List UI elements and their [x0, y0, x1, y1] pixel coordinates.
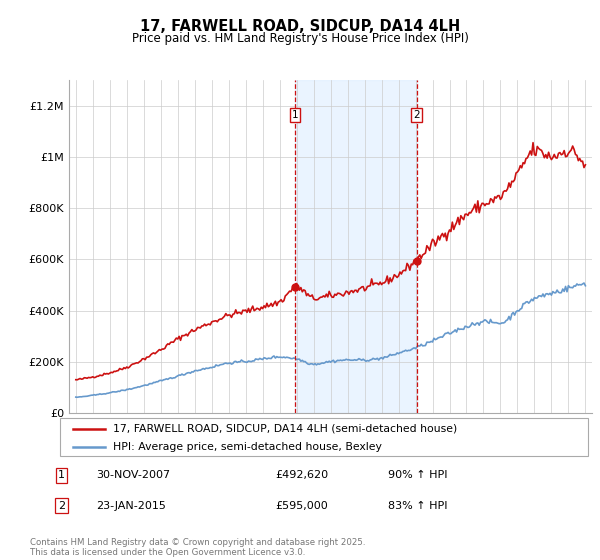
Text: 17, FARWELL ROAD, SIDCUP, DA14 4LH: 17, FARWELL ROAD, SIDCUP, DA14 4LH — [140, 19, 460, 34]
FancyBboxPatch shape — [60, 418, 588, 456]
Text: HPI: Average price, semi-detached house, Bexley: HPI: Average price, semi-detached house,… — [113, 442, 382, 452]
Text: 23-JAN-2015: 23-JAN-2015 — [97, 501, 166, 511]
Text: Price paid vs. HM Land Registry's House Price Index (HPI): Price paid vs. HM Land Registry's House … — [131, 32, 469, 45]
Text: Contains HM Land Registry data © Crown copyright and database right 2025.
This d: Contains HM Land Registry data © Crown c… — [30, 538, 365, 557]
Text: 1: 1 — [58, 470, 65, 480]
Text: 30-NOV-2007: 30-NOV-2007 — [97, 470, 171, 480]
Text: £595,000: £595,000 — [275, 501, 328, 511]
Text: £492,620: £492,620 — [275, 470, 328, 480]
Text: 2: 2 — [413, 110, 420, 120]
Text: 83% ↑ HPI: 83% ↑ HPI — [388, 501, 448, 511]
Text: 1: 1 — [292, 110, 299, 120]
Bar — [295, 80, 416, 413]
Text: 2: 2 — [58, 501, 65, 511]
Text: 90% ↑ HPI: 90% ↑ HPI — [388, 470, 448, 480]
Text: 17, FARWELL ROAD, SIDCUP, DA14 4LH (semi-detached house): 17, FARWELL ROAD, SIDCUP, DA14 4LH (semi… — [113, 423, 457, 433]
